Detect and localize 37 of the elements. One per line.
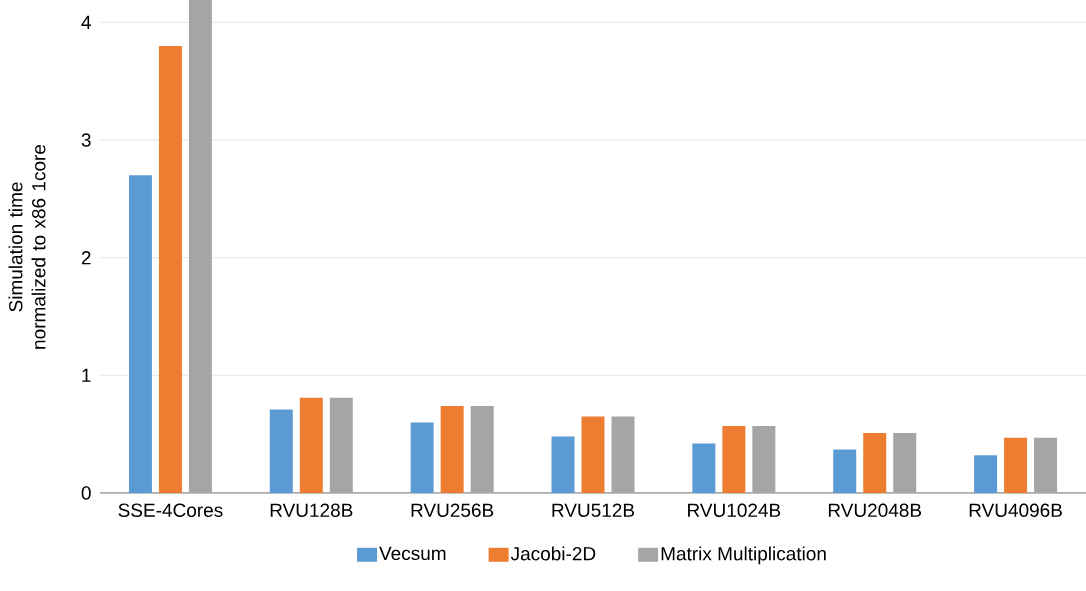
x-tick-label: RVU2048B [828,503,922,517]
x-tick-label: RVU128B [270,503,353,517]
x-tick-label: RVU4096B [969,503,1062,517]
x-tick-label: RVU256B [411,503,494,517]
bar [752,425,776,493]
bar [128,175,152,493]
legend-label: Vecsum [379,546,446,561]
bar [269,409,293,493]
bar [410,422,434,493]
x-tick-label: RVU512B [552,503,635,517]
y-axis-title: Simulation time normalized to x86 1core [8,144,46,349]
bar [863,432,887,493]
bar [551,436,575,493]
bar [893,432,917,493]
bar [1034,437,1058,493]
bar [188,0,212,493]
bar [611,416,635,493]
legend-label: Matrix Multiplication [661,546,826,565]
bar [329,397,353,493]
x-tick-label: RVU1024B [688,503,781,517]
y-tick-label: 4 [81,15,91,29]
bar [470,405,494,493]
bar [440,405,464,493]
bar [974,455,998,493]
bar [299,397,323,493]
legend-label: Jacobi-2D [510,546,596,561]
y-tick-label: 3 [81,133,91,147]
bar [581,416,605,493]
y-tick-label: 0 [81,486,91,500]
bar [692,443,716,493]
bar [158,45,182,493]
x-tick-label: SSE-4Cores [118,503,223,517]
y-tick-label: 1 [82,368,91,382]
bar [722,425,746,493]
y-tick-label: 2 [81,251,91,265]
bar [833,449,857,493]
bar [1004,437,1028,493]
